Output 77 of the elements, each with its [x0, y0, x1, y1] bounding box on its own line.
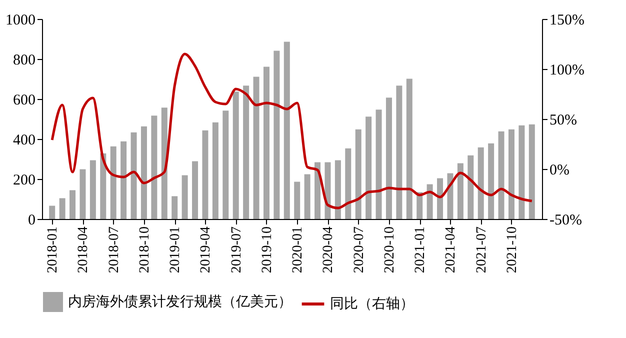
bar: [243, 86, 250, 219]
bar: [406, 78, 412, 219]
bar: [426, 184, 433, 219]
x-tick-label: 2021-07: [474, 226, 490, 274]
bar: [376, 110, 382, 219]
x-tick-label: 2018-10: [137, 226, 152, 274]
bar: [253, 76, 260, 219]
x-tick-label: 2020-07: [352, 226, 367, 274]
x-tick-label: 2020-01: [290, 226, 306, 274]
x-tick-label: 2019-04: [198, 226, 214, 274]
bar: [478, 147, 484, 219]
y2-tick-label: 50%: [550, 112, 577, 128]
bar: [263, 66, 270, 219]
x-tick-label: 2018-04: [76, 226, 92, 274]
x-tick-label: 2018-01: [46, 226, 61, 274]
bar: [345, 148, 352, 219]
bar: [90, 160, 96, 219]
bar: [447, 173, 454, 219]
y2-tick-label: 0%: [550, 162, 570, 178]
bar: [222, 110, 229, 219]
bar: [518, 125, 525, 219]
x-tick-label: 2020-04: [321, 226, 336, 274]
bar: [366, 116, 372, 219]
x-tick-label: 2020-10: [382, 226, 398, 274]
x-tick-label: 2019-07: [229, 226, 244, 274]
x-tick-label: 2019-01: [168, 226, 184, 274]
y-tick-label: 0: [28, 212, 36, 228]
legend-label: 同比（右轴）: [330, 296, 414, 312]
y2-tick-label: 100%: [550, 62, 584, 78]
bar: [314, 162, 321, 219]
bar: [59, 198, 66, 219]
bar: [110, 146, 116, 219]
bar: [212, 122, 218, 219]
bar: [294, 182, 300, 219]
bar: [182, 175, 188, 219]
bar: [508, 129, 514, 219]
bar: [120, 141, 127, 219]
bar: [284, 42, 290, 219]
bar: [100, 153, 106, 219]
bar: [80, 169, 86, 219]
bar: [274, 50, 280, 219]
bar: [140, 126, 147, 219]
bar: [161, 108, 168, 219]
bar: [202, 130, 208, 219]
y2-tick-label: -50%: [550, 212, 582, 228]
bar: [528, 124, 535, 219]
y-tick-label: 400: [13, 132, 36, 148]
x-tick-label: 2021-01: [413, 226, 428, 274]
y-tick-label: 200: [13, 172, 36, 188]
x-tick-label: 2021-10: [504, 226, 520, 274]
bar: [151, 116, 158, 219]
y2-tick-label: 150%: [550, 12, 584, 28]
x-tick-label: 2021-04: [444, 226, 459, 274]
bar: [70, 190, 76, 219]
bar: [437, 178, 444, 219]
legend-label: 内房海外债累计发行规模（亿美元）: [68, 294, 292, 310]
bar: [172, 196, 178, 219]
bar: [304, 174, 310, 219]
bar: [457, 163, 464, 219]
bar: [192, 161, 198, 219]
bar: [355, 129, 362, 219]
y-tick-label: 600: [13, 92, 36, 108]
bar: [468, 155, 474, 219]
y-tick-label: 1000: [6, 12, 36, 28]
line-series: [50, 52, 534, 210]
bar: [130, 132, 137, 219]
y-tick-label: 800: [13, 52, 36, 68]
bar: [324, 162, 331, 219]
bar: [396, 86, 402, 219]
bar: [488, 143, 494, 219]
bar: [386, 98, 392, 219]
bar: [498, 131, 504, 219]
bar: [334, 160, 341, 219]
bar: [49, 206, 56, 219]
bar: [232, 92, 239, 219]
x-tick-label: 2019-10: [260, 226, 275, 274]
x-tick-label: 2018-07: [106, 226, 122, 274]
